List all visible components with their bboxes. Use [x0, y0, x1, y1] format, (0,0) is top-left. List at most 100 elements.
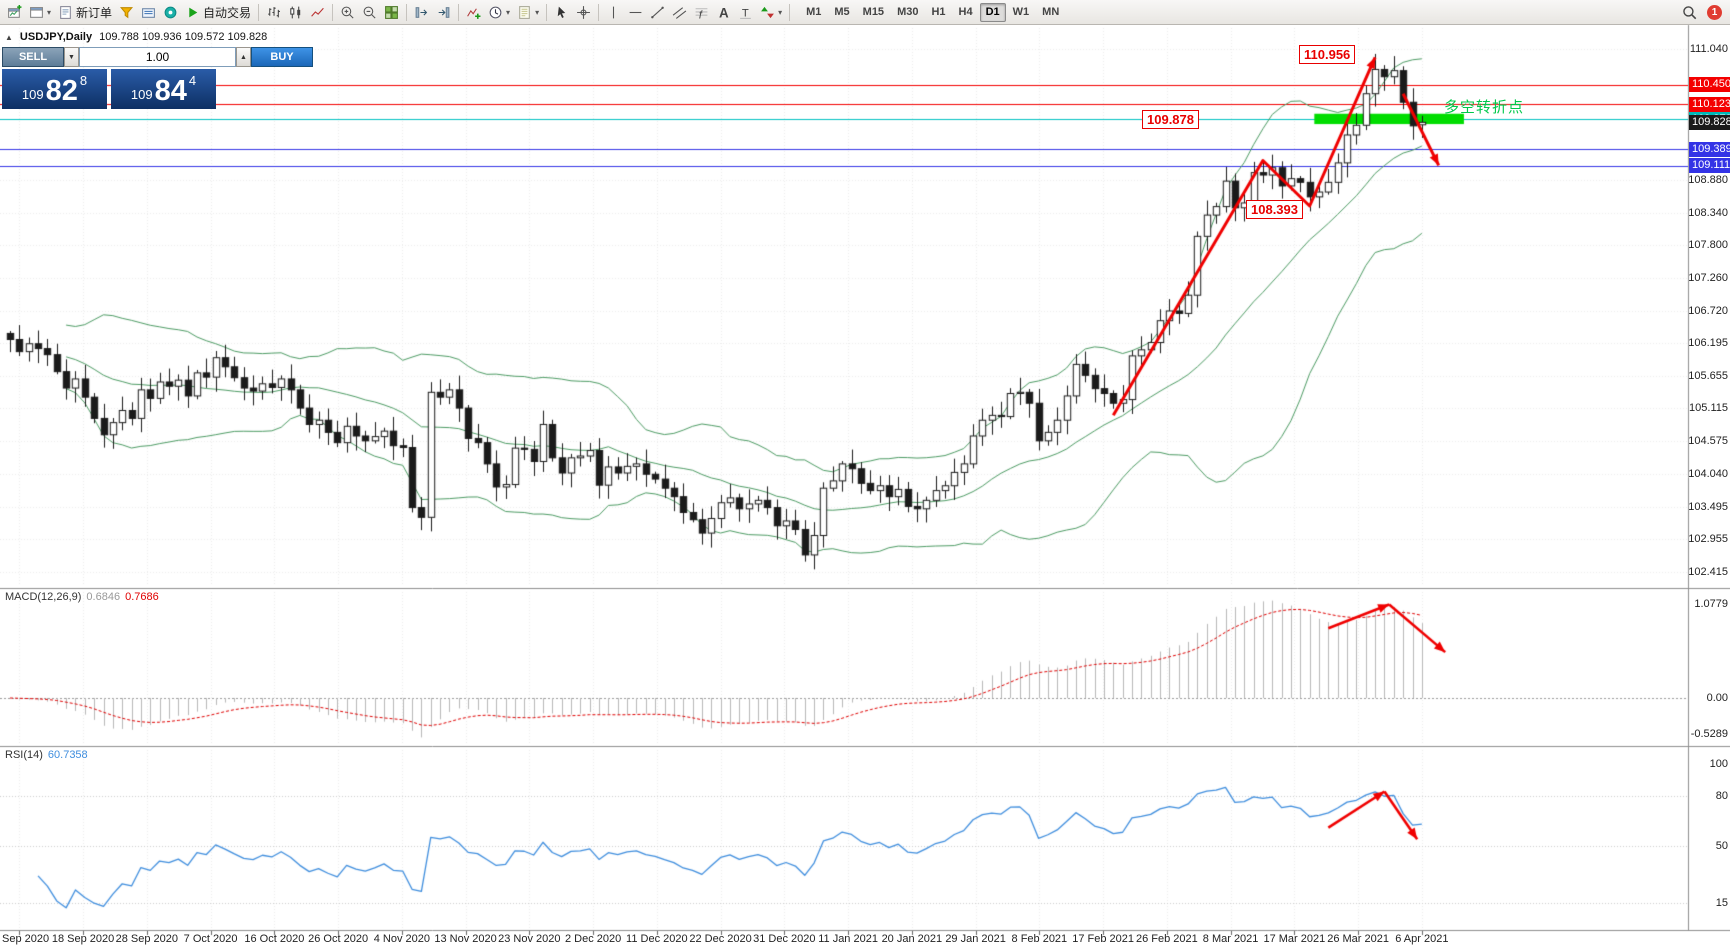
dropdown-arrow-icon[interactable]: ▾: [535, 7, 540, 17]
one-click-price-row: 109 82 8 109 84 4: [2, 69, 216, 109]
search-button[interactable]: [1679, 2, 1700, 23]
autotrading-button[interactable]: 自动交易: [182, 2, 254, 23]
sell-price-pips: 82: [45, 75, 78, 107]
shapes-button[interactable]: ▾: [757, 2, 785, 23]
chart-profiles-button[interactable]: ▾: [26, 2, 54, 23]
annotation-price-label-peak[interactable]: 110.956: [1299, 45, 1356, 64]
svg-text:A: A: [719, 5, 729, 20]
price-scale-tick: 108.880: [1688, 173, 1728, 186]
toolbar-separator: [546, 3, 548, 21]
community-button[interactable]: [160, 2, 181, 23]
timeframe-m5-button[interactable]: M5: [834, 6, 850, 18]
periods-button[interactable]: ▾: [485, 2, 513, 23]
horizontal-line-button[interactable]: [625, 2, 646, 23]
timeframe-h1-button[interactable]: H1: [931, 6, 946, 18]
shift-icon: [436, 5, 451, 20]
tile-windows-button[interactable]: [381, 2, 402, 23]
templates-button[interactable]: ▾: [514, 2, 542, 23]
price-scale-tick: 105.655: [1688, 369, 1728, 382]
toolbar-right-group: 1: [1679, 2, 1726, 23]
dropdown-arrow-icon[interactable]: ▾: [506, 7, 511, 17]
date-axis-label: 4 Nov 2020: [373, 933, 430, 945]
buy-button[interactable]: BUY: [251, 47, 313, 67]
date-axis-label: 17 Mar 2021: [1263, 933, 1326, 945]
cursor-button[interactable]: [551, 2, 572, 23]
rsi-scale-tick: 50: [1715, 839, 1728, 852]
price-scale[interactable]: 111.040 108.880 108.340 107.800 107.260 106.7…: [1688, 25, 1730, 950]
price-line-marker: 110.450: [1689, 77, 1730, 93]
timeframe-h4-button[interactable]: H4: [958, 6, 973, 18]
sell-price-display[interactable]: 109 82 8: [2, 69, 107, 109]
crosshair-button[interactable]: [573, 2, 594, 23]
sell-price-figure: 109: [21, 87, 44, 102]
price-scale-tick: 105.115: [1689, 402, 1728, 415]
zoom-in-button[interactable]: [337, 2, 358, 23]
trendline-icon: [650, 5, 665, 20]
price-scale-tick: 102.415: [1688, 566, 1728, 579]
vline-icon: [606, 5, 621, 20]
rsi-name: RSI(14): [5, 749, 43, 761]
date-axis-label: 31 Dec 2020: [753, 933, 816, 945]
clock-icon: [488, 5, 503, 20]
timeframe-d1-button[interactable]: D1: [979, 2, 1006, 22]
bar-chart-button[interactable]: [263, 2, 284, 23]
volume-input[interactable]: [79, 47, 236, 67]
line-chart-button[interactable]: [307, 2, 328, 23]
zoom-out-button[interactable]: [359, 2, 380, 23]
date-axis-label: 16 Oct 2020: [244, 933, 305, 945]
template-icon: [517, 5, 532, 20]
rsi-indicator-label: RSI(14) 60.7358: [5, 749, 88, 761]
funnel-icon: [119, 5, 134, 20]
buy-price-figure: 109: [130, 87, 153, 102]
indicators-button[interactable]: [463, 2, 484, 23]
zoom-in-icon: [340, 5, 355, 20]
text-button[interactable]: A: [713, 2, 734, 23]
price-scale-tick: 106.195: [1688, 336, 1728, 349]
new-order-button[interactable]: 新订单: [55, 2, 115, 23]
hline-icon: [628, 5, 643, 20]
timeframe-m1-button[interactable]: M1: [806, 6, 822, 18]
annotation-price-label-support[interactable]: 109.878: [1142, 110, 1199, 129]
annotation-price-label-pullback[interactable]: 108.393: [1246, 200, 1303, 219]
date-axis-label: 28 Sep 2020: [115, 933, 179, 945]
date-axis[interactable]: Sep 2020 18 Sep 2020 28 Sep 2020 7 Oct 2020…: [0, 933, 1688, 949]
timeframe-w1-button[interactable]: W1: [1012, 6, 1030, 18]
rsi-value: 60.7358: [47, 749, 88, 761]
macd-signal-value: 0.7686: [125, 591, 159, 603]
channel-button[interactable]: [669, 2, 690, 23]
main-toolbar: ▾ 新订单 自动交易 ▾ ▾ f A T ▾ M1 M5 M15 M30 H1 H4 D1 W1 MN 1: [0, 0, 1730, 25]
buy-price-display[interactable]: 109 84 4: [111, 69, 216, 109]
bars-icon: [266, 5, 281, 20]
candlestick-chart-button[interactable]: [285, 2, 306, 23]
timeframe-mn-button[interactable]: MN: [1042, 6, 1060, 18]
toolbar-separator: [406, 3, 408, 21]
trendline-button[interactable]: [647, 2, 668, 23]
price-scale-tick: 103.495: [1688, 500, 1728, 513]
fibo-icon: f: [694, 5, 709, 20]
dropdown-arrow-icon[interactable]: ▾: [778, 7, 783, 17]
sell-button[interactable]: SELL: [2, 47, 64, 67]
toolbar-separator: [258, 3, 260, 21]
label-button[interactable]: T: [735, 2, 756, 23]
quick-trade-button[interactable]: [116, 2, 137, 23]
fibonacci-button[interactable]: f: [691, 2, 712, 23]
chart-shift-button[interactable]: [433, 2, 454, 23]
dropdown-arrow-icon[interactable]: ▾: [47, 7, 52, 17]
auto-scroll-button[interactable]: [411, 2, 432, 23]
rsi-scale-tick: 80: [1715, 790, 1728, 803]
chart-plus-icon: [7, 4, 22, 20]
date-axis-label: 8 Mar 2021: [1202, 933, 1259, 945]
notifications-badge[interactable]: 1: [1707, 4, 1722, 20]
annotation-turning-point-text[interactable]: 多空转折点: [1444, 99, 1525, 116]
market-watch-button[interactable]: [138, 2, 159, 23]
timeframe-m30-button[interactable]: M30: [897, 6, 919, 18]
vertical-line-button[interactable]: [603, 2, 624, 23]
macd-name: MACD(12,26,9): [5, 591, 82, 603]
new-chart-button[interactable]: [4, 2, 25, 23]
volume-increase-button[interactable]: ▲: [236, 47, 251, 67]
timeframe-m15-button[interactable]: M15: [862, 6, 885, 18]
chart-symbol-period: USDJPY,Daily: [19, 31, 93, 43]
volume-decrease-button[interactable]: ▼: [64, 47, 79, 67]
collapse-one-click-icon[interactable]: ▲: [5, 32, 13, 42]
